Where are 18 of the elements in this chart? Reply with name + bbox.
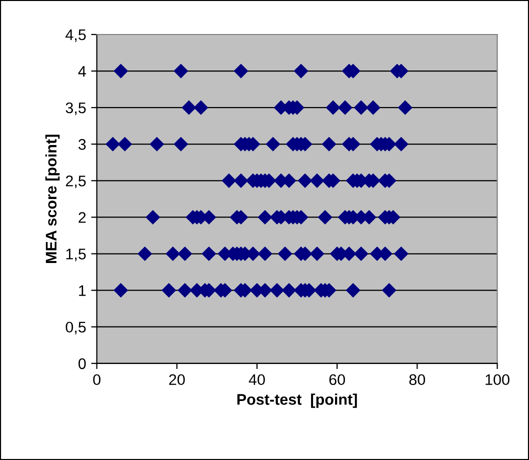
x-tick-label: 60 (329, 374, 345, 386)
x-tick-label: 20 (169, 374, 185, 386)
x-tick-label: 0 (93, 374, 100, 386)
y-tick-label: 2,5 (66, 176, 86, 188)
y-tick-label: 3 (78, 139, 86, 150)
y-tick-label: 3,5 (66, 102, 86, 116)
x-tick-label: 80 (409, 374, 426, 386)
y-tick-label: 4,5 (66, 30, 86, 42)
y-axis-title: MEA score [point] (45, 134, 60, 263)
y-tick-label: 2 (78, 212, 86, 223)
x-axis-title: Post-test [point] (237, 394, 357, 408)
y-tick-label: 0 (78, 358, 86, 370)
y-tick-label: 1,5 (66, 248, 86, 262)
y-tick-label: 0,5 (66, 322, 86, 334)
x-tick-label: 40 (248, 374, 265, 386)
y-tick-label: 4 (78, 66, 86, 77)
y-tick-label: 1 (79, 285, 86, 296)
x-tick-label: 100 (486, 374, 510, 386)
